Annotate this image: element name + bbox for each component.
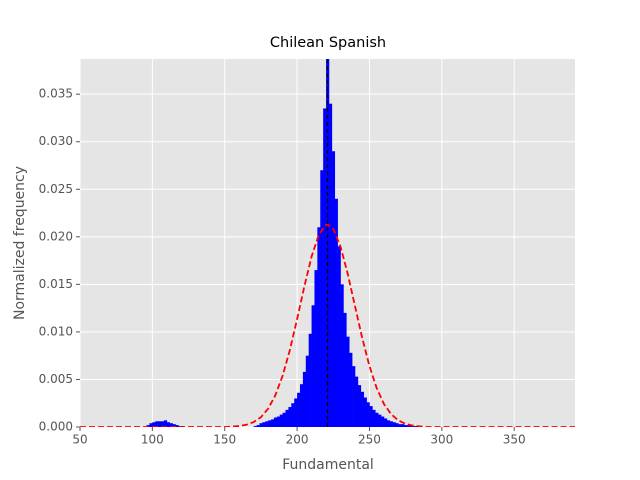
- bar: [389, 421, 393, 427]
- bar: [395, 423, 399, 427]
- bar: [282, 412, 286, 427]
- x-tick-label: 150: [213, 433, 236, 447]
- bar: [155, 421, 159, 427]
- bar: [259, 423, 263, 427]
- bar: [317, 227, 321, 427]
- bar: [369, 406, 373, 427]
- bar: [343, 312, 347, 427]
- bar: [291, 403, 295, 427]
- bar: [262, 422, 266, 427]
- bar: [253, 426, 257, 427]
- bar: [372, 409, 376, 427]
- bar: [360, 391, 364, 427]
- bar: [314, 270, 318, 427]
- bar: [337, 246, 341, 427]
- bar: [363, 397, 367, 427]
- y-tick-label: 0.005: [39, 372, 73, 386]
- x-tick-label: 350: [503, 433, 526, 447]
- bar: [398, 424, 402, 427]
- bar: [265, 421, 269, 427]
- bar: [276, 416, 281, 427]
- bar: [381, 416, 385, 427]
- x-tick-label: 250: [358, 433, 381, 447]
- bar: [357, 385, 362, 427]
- y-tick-label: 0.025: [39, 182, 73, 196]
- bar: [366, 402, 370, 427]
- bar: [279, 414, 283, 427]
- y-tick-label: 0.015: [39, 277, 73, 291]
- x-axis-label: Fundamental: [282, 457, 374, 473]
- bar: [158, 421, 162, 427]
- bar: [273, 417, 278, 427]
- x-tick-label: 100: [141, 433, 164, 447]
- y-tick-label: 0.030: [39, 134, 73, 148]
- bar: [378, 414, 382, 427]
- bar: [331, 151, 336, 427]
- bar: [285, 409, 289, 427]
- bar: [268, 420, 272, 427]
- bar: [410, 426, 414, 427]
- bar: [328, 103, 333, 427]
- x-tick-label: 50: [72, 433, 87, 447]
- bar: [308, 333, 312, 427]
- bar: [355, 376, 359, 427]
- bar: [352, 366, 356, 427]
- bar: [256, 425, 260, 427]
- x-tick-label: 200: [286, 433, 309, 447]
- bar: [320, 170, 324, 427]
- bar: [386, 420, 391, 427]
- bar: [334, 198, 338, 427]
- bar: [294, 398, 298, 427]
- bar: [297, 392, 301, 427]
- bar: [300, 384, 304, 427]
- x-tick-label: 300: [430, 433, 453, 447]
- bar: [288, 407, 292, 427]
- y-tick-label: 0.035: [39, 87, 73, 101]
- bar: [149, 423, 153, 427]
- bar: [305, 355, 309, 427]
- bar: [346, 336, 350, 427]
- bar: [166, 422, 171, 427]
- chart-title: Chilean Spanish: [270, 35, 386, 51]
- bar: [392, 422, 396, 427]
- bar: [163, 420, 168, 427]
- bar: [349, 352, 353, 427]
- y-axis-label: Normalized frequency: [12, 166, 28, 320]
- bar: [311, 305, 315, 427]
- bar: [152, 422, 156, 427]
- bar: [412, 426, 417, 427]
- bar: [323, 108, 327, 427]
- bar: [271, 419, 275, 427]
- ticks: 50 100 150 200 250 300 350 0.000 0.005 0.010 0.015…: [39, 87, 526, 447]
- bar: [169, 423, 173, 427]
- bar: [175, 425, 179, 427]
- bar: [401, 424, 405, 427]
- bar: [172, 424, 176, 427]
- y-tick-label: 0.010: [39, 324, 73, 338]
- bar: [302, 371, 307, 427]
- bar: [375, 412, 379, 427]
- fit-curve: [80, 223, 575, 427]
- bar: [340, 284, 344, 427]
- y-tick-label: 0.000: [39, 420, 73, 434]
- bar: [161, 421, 165, 427]
- bar: [383, 418, 388, 427]
- bar: [407, 425, 411, 427]
- bar: [146, 425, 150, 427]
- bar: [404, 425, 408, 427]
- y-tick-label: 0.020: [39, 229, 73, 243]
- marks: [80, 59, 575, 427]
